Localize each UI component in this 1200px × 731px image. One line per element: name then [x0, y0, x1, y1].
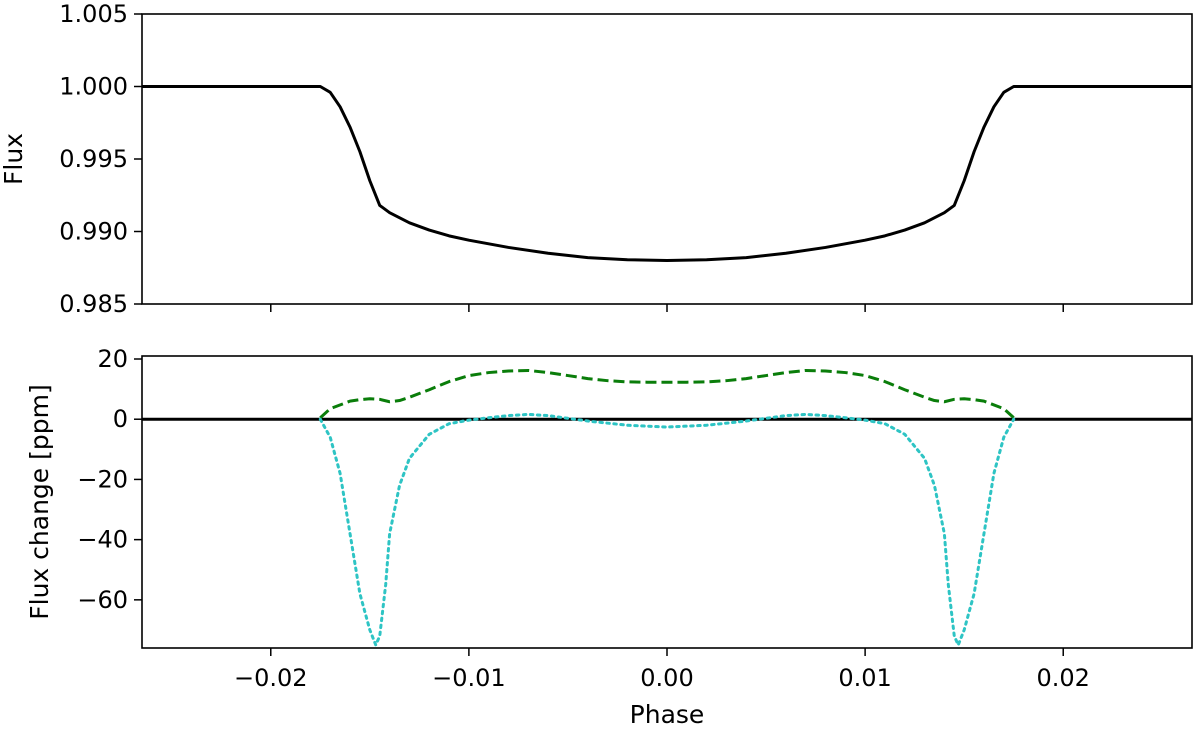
- bottom-y-tick-label: −40: [77, 526, 128, 554]
- bottom-x-tick-label: 0.01: [838, 664, 891, 692]
- bottom-x-tick-label: 0.02: [1037, 664, 1090, 692]
- top-y-tick-label: 0.995: [59, 145, 128, 173]
- bottom-y-axis-label: Flux change [ppm]: [25, 384, 54, 619]
- top-series-line-solid-0: [142, 85, 1192, 262]
- bottom-x-tick-label: −0.02: [234, 664, 308, 692]
- top-y-tick-label: 1.005: [59, 0, 128, 28]
- bottom-y-tick-label: 0: [113, 405, 128, 433]
- bottom-y-tick-label: −60: [77, 586, 128, 614]
- bottom-y-tick-label: 20: [97, 345, 128, 373]
- top-series-group: [142, 85, 1192, 262]
- top-panel: 0.985 0.990 0.995 1.000 1.005 Flux: [0, 0, 1193, 318]
- top-y-tick-label: 1.000: [59, 73, 128, 101]
- bottom-panel: −0.02 −0.01 0.00 0.01 0.02 20 0 −20 −40 −60 Flux c…: [25, 345, 1193, 729]
- bottom-x-tick-label: 0.00: [640, 664, 693, 692]
- bottom-series-line-dashed-1: [319, 368, 1015, 419]
- top-y-tick-label: 0.990: [59, 218, 128, 246]
- bottom-y-tick-label: −20: [77, 465, 128, 493]
- bottom-x-tick-label: −0.01: [432, 664, 506, 692]
- top-y-axis-label: Flux: [0, 133, 28, 185]
- bottom-x-axis-label: Phase: [630, 700, 705, 729]
- bottom-axes-frame: [141, 355, 1193, 649]
- top-y-tick-label: 0.985: [59, 290, 128, 318]
- bottom-series-line-dotted-2: [318, 412, 1016, 647]
- bottom-series-group: [142, 368, 1192, 647]
